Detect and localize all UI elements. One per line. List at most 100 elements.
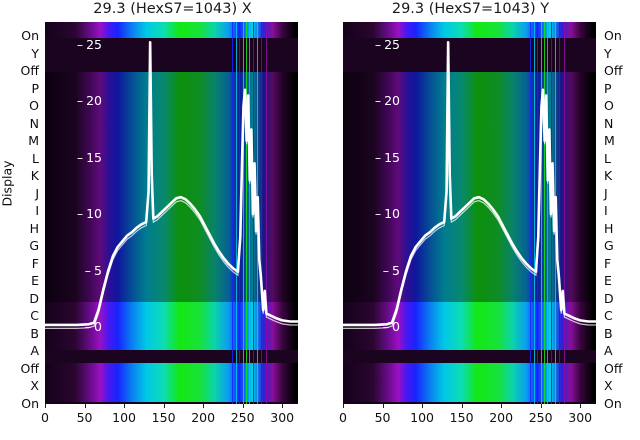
x-tick-mark [84,404,86,408]
y-tick-dash: – [374,36,382,52]
y-tick-label: –15 [375,150,400,165]
axis-letter-right-x: X [604,378,613,394]
waveform-trace-echo [343,45,596,329]
spectrogram-panel-x[interactable]: –0–5–10–15–20–25 [45,22,298,404]
axis-letter-left-on: On [21,396,39,411]
x-tick-mark [203,404,205,408]
y-tick-label: –25 [375,37,400,52]
axis-letter-right-on: On [604,396,622,411]
y-tick-value: 10 [384,206,400,222]
axis-letter-right-k: K [604,168,613,184]
axis-letter-left-off: Off [20,63,39,79]
x-tick-label: 50 [76,410,93,425]
axis-letter-right-off: Off [604,360,623,376]
axis-letter-left-a: A [30,343,39,359]
y-tick-dash: – [76,206,84,222]
axis-letter-left-j: J [35,185,39,201]
y-tick-value: 5 [94,262,102,278]
axis-letter-left-g: G [29,238,39,254]
axis-letter-left-m: M [28,133,39,149]
x-tick-mark [124,404,126,408]
axis-letter-right-d: D [604,290,614,306]
axis-letter-left-k: K [30,168,39,184]
axis-letter-left-c: C [30,308,39,324]
x-tick-mark [242,404,244,408]
y-tick-dash: – [374,206,382,222]
right-letter-axis: On Y Off P O N M L K J I H G F E D C B A Off X On [600,22,640,409]
y-tick-label: –20 [77,93,102,108]
waveform-trace [343,41,596,327]
axis-letter-right-f: F [604,255,612,271]
x-tick-label: 200 [191,410,216,425]
x-tick-mark [163,404,165,408]
axis-letter-left-off: Off [20,360,39,376]
y-tick-dash: – [382,262,390,278]
y-tick-label: –15 [77,150,102,165]
axis-letter-left-x: X [30,378,39,394]
axis-letter-right-on: On [604,28,622,43]
y-tick-label: –10 [77,206,102,221]
axis-letter-right-b: B [604,325,613,341]
axis-letter-left-i: I [35,203,39,219]
axis-letter-right-o: O [604,98,614,114]
heatmap-bright-band [343,363,596,402]
heatmap-dark-gap [45,349,298,364]
panel-title-y: 29.3 (HexS7=1043) Y [391,1,550,17]
axis-letter-right-l: L [604,150,611,166]
axis-letter-left-f: F [31,255,39,271]
x-tick-mark [45,404,46,408]
heatmap-dark-gap [343,349,596,364]
y-tick-dash: – [84,319,92,335]
y-tick-value: 0 [392,319,400,335]
axis-letter-right-g: G [604,238,614,254]
heatmap-dark-gap [45,37,298,72]
axis-letter-left-p: P [31,80,39,96]
y-tick-label: –20 [375,93,400,108]
axis-letter-left-l: L [32,150,39,166]
x-tick-mark [422,404,424,408]
x-tick-label: 150 [449,410,474,425]
y-tick-value: 25 [384,36,400,52]
axis-letter-left-o: O [29,98,39,114]
x-tick-mark [382,404,384,408]
axis-letter-right-j: J [604,185,608,201]
axis-letter-right-m: M [604,133,615,149]
axis-letter-right-off: Off [604,63,623,79]
waveform-svg [343,41,596,329]
x-tick-mark [282,404,284,408]
axis-letter-left-e: E [31,273,39,289]
y-tick-dash: – [76,93,84,109]
x-tick-mark [343,404,344,408]
y-tick-value: 25 [86,36,102,52]
y-tick-label: –0 [383,319,400,334]
y-tick-label: –5 [85,263,102,278]
axis-letter-left-on: On [21,28,39,43]
axis-letter-right-a: A [604,343,613,359]
heatmap-layers-y [343,22,596,404]
x-tick-label: 250 [230,410,255,425]
y-tick-dash: – [76,36,84,52]
heatmap-bright-band [45,302,298,350]
y-tick-label: –10 [375,206,400,221]
y-tick-label: –5 [383,263,400,278]
x-tick-label: 300 [270,410,295,425]
x-tick-label: 50 [374,410,391,425]
y-tick-value: 10 [86,206,102,222]
axis-letter-right-y: Y [604,45,612,61]
x-tick-label: 150 [151,410,176,425]
heatmap-dark-gap [343,37,596,72]
y-tick-value: 5 [392,262,400,278]
x-axis-panel-x: 0 50 100 150 200 250 300 [41,404,298,440]
axis-letter-right-p: P [604,80,612,96]
y-tick-value: 20 [384,93,400,109]
waveform-overlay-y [343,22,596,404]
y-tick-dash: – [84,262,92,278]
spectrogram-panel-y[interactable]: –0–5–10–15–20–25 [343,22,596,404]
y-tick-dash: – [374,93,382,109]
x-tick-mark [540,404,542,408]
x-tick-mark [461,404,463,408]
axis-letter-left-b: B [30,325,39,341]
heatmap-bright-band [45,363,298,402]
x-tick-label: 0 [339,410,347,425]
